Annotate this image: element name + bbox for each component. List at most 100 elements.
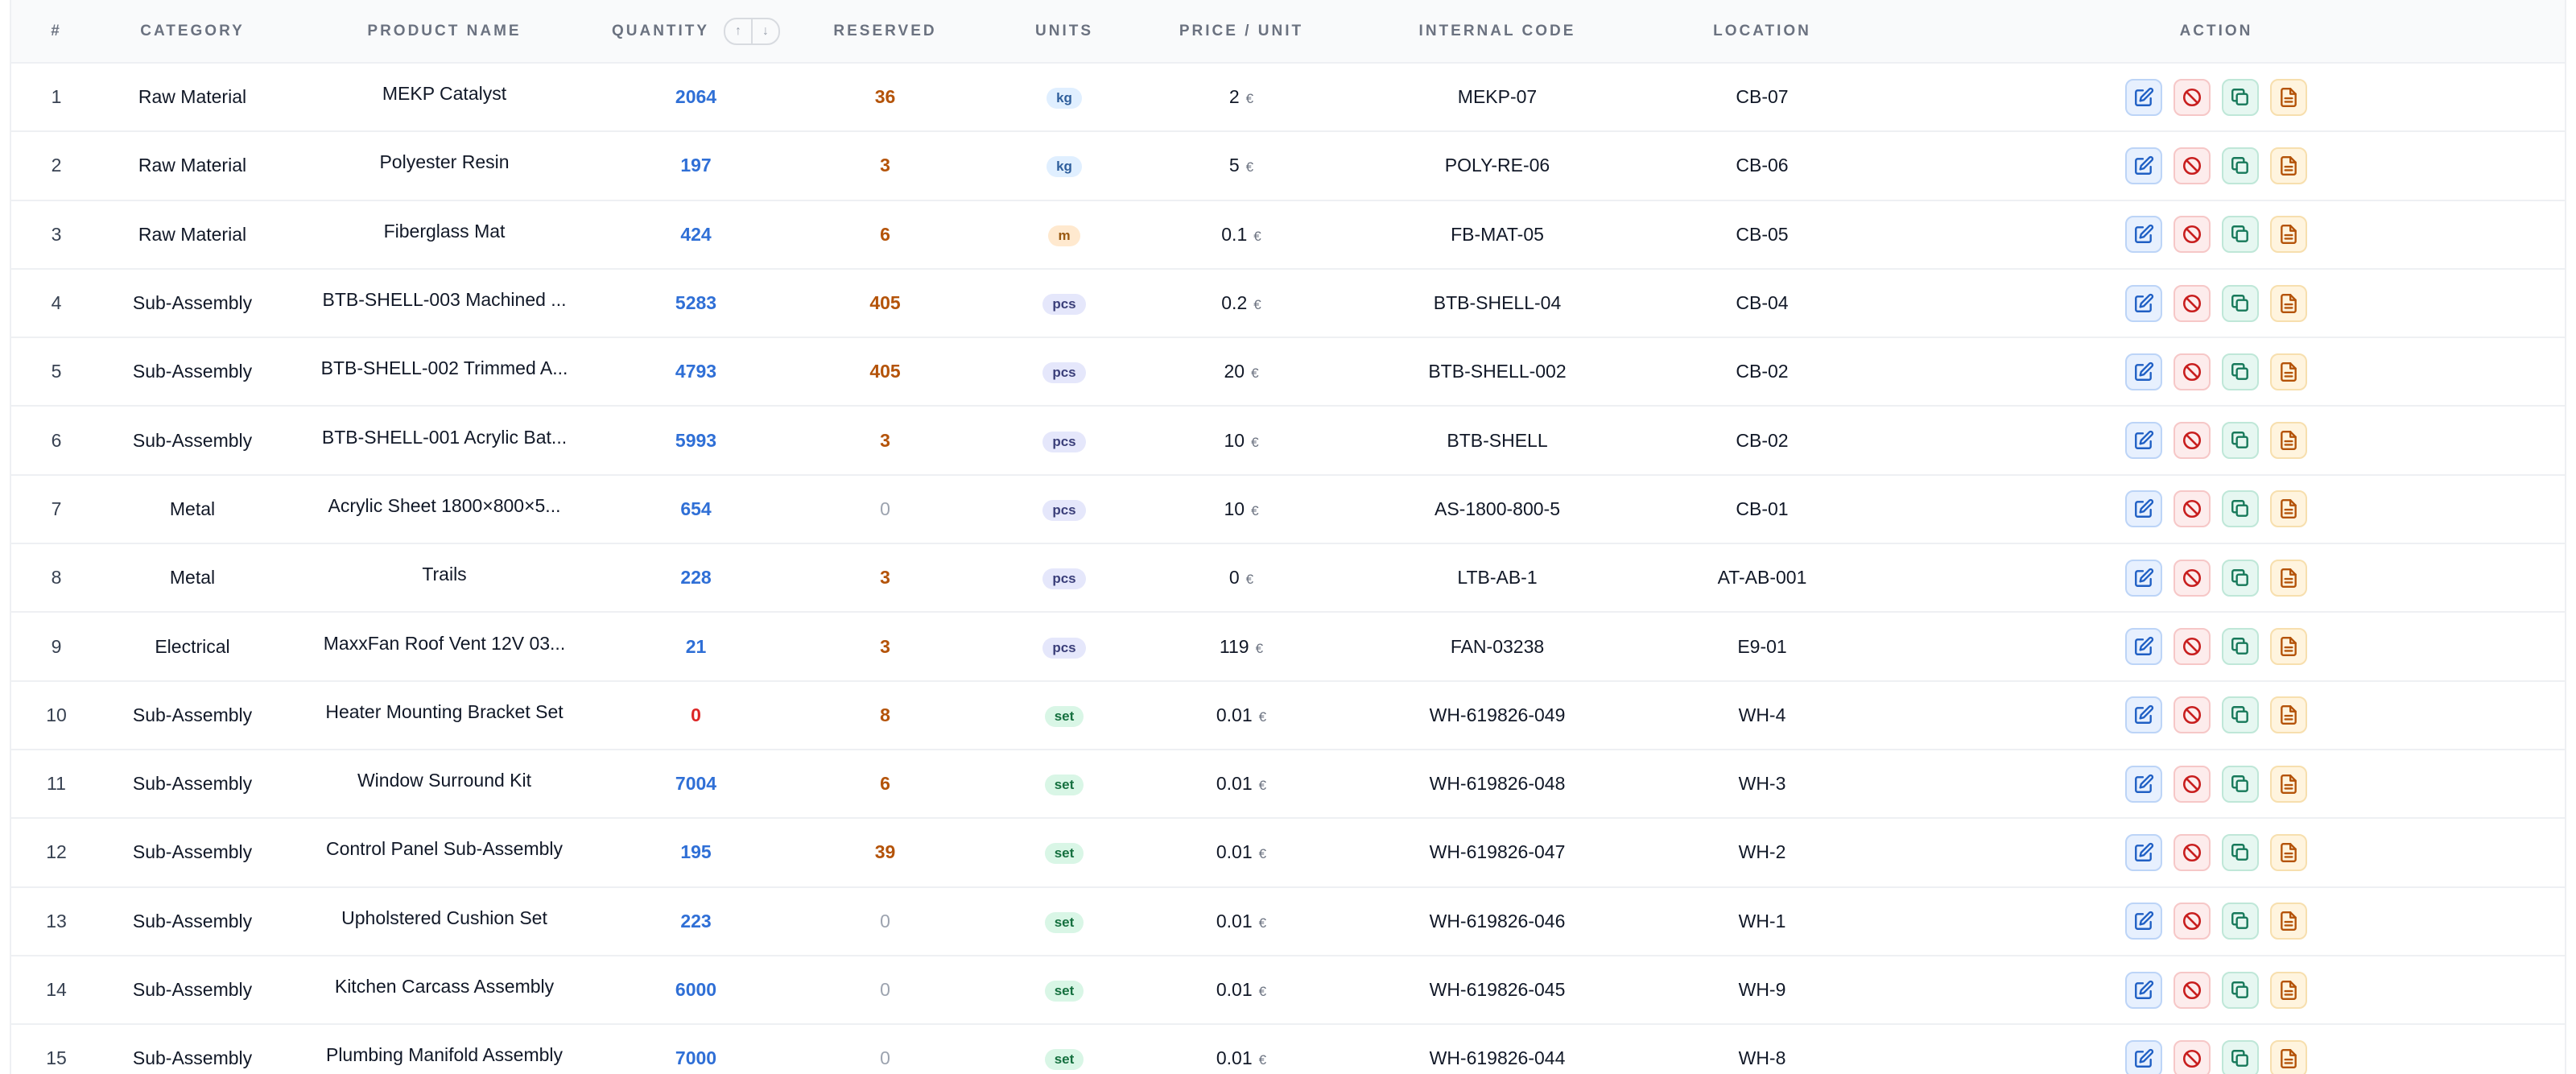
row-product-name[interactable]: Upholstered Cushion Set — [341, 907, 547, 928]
disable-button[interactable] — [2174, 147, 2211, 184]
col-header-quantity[interactable]: Quantity ↑ ↓ — [605, 0, 786, 64]
document-button[interactable] — [2270, 903, 2307, 940]
disable-button[interactable] — [2174, 628, 2211, 666]
row-product-name[interactable]: Control Panel Sub-Assembly — [325, 838, 564, 860]
duplicate-button[interactable] — [2222, 696, 2259, 734]
row-product-name[interactable]: BTB-SHELL-003 Machined ... — [322, 289, 567, 311]
duplicate-button[interactable] — [2222, 216, 2259, 254]
document-button[interactable] — [2270, 765, 2307, 803]
edit-button[interactable] — [2125, 696, 2162, 734]
disable-button[interactable] — [2174, 490, 2211, 528]
table-row[interactable]: 9 Electrical MaxxFan Roof Vent 12V 03...… — [11, 612, 2565, 681]
row-product-name[interactable]: Polyester Resin — [379, 151, 510, 173]
row-product-name[interactable]: BTB-SHELL-002 Trimmed A... — [320, 357, 568, 379]
document-button[interactable] — [2270, 353, 2307, 390]
table-row[interactable]: 12 Sub-Assembly Control Panel Sub-Assemb… — [11, 818, 2565, 887]
document-button[interactable] — [2270, 971, 2307, 1009]
duplicate-button[interactable] — [2222, 559, 2259, 597]
table-row[interactable]: 13 Sub-Assembly Upholstered Cushion Set … — [11, 887, 2565, 956]
edit-button[interactable] — [2125, 422, 2162, 460]
disable-button[interactable] — [2174, 78, 2211, 116]
disable-button[interactable] — [2174, 1039, 2211, 1074]
disable-button[interactable] — [2174, 765, 2211, 803]
col-header-location[interactable]: Location — [1657, 0, 1868, 64]
edit-button[interactable] — [2125, 490, 2162, 528]
edit-button[interactable] — [2125, 216, 2162, 254]
row-product-name[interactable]: Acrylic Sheet 1800×800×5... — [328, 494, 561, 516]
document-button[interactable] — [2270, 78, 2307, 116]
disable-button[interactable] — [2174, 559, 2211, 597]
edit-button[interactable] — [2125, 78, 2162, 116]
arrow-up-icon[interactable]: ↑ — [735, 23, 742, 38]
edit-button[interactable] — [2125, 903, 2162, 940]
duplicate-button[interactable] — [2222, 353, 2259, 390]
disable-button[interactable] — [2174, 422, 2211, 460]
table-row[interactable]: 2 Raw Material Polyester Resin 197 3 kg … — [11, 131, 2565, 200]
document-button[interactable] — [2270, 559, 2307, 597]
duplicate-button[interactable] — [2222, 628, 2259, 666]
duplicate-button[interactable] — [2222, 284, 2259, 322]
edit-button[interactable] — [2125, 833, 2162, 871]
edit-button[interactable] — [2125, 147, 2162, 184]
disable-button[interactable] — [2174, 903, 2211, 940]
row-product-name[interactable]: MaxxFan Roof Vent 12V 03... — [323, 632, 566, 654]
disable-button[interactable] — [2174, 696, 2211, 734]
table-row[interactable]: 15 Sub-Assembly Plumbing Manifold Assemb… — [11, 1024, 2565, 1074]
table-row[interactable]: 6 Sub-Assembly BTB-SHELL-001 Acrylic Bat… — [11, 406, 2565, 475]
edit-button[interactable] — [2125, 559, 2162, 597]
edit-button[interactable] — [2125, 353, 2162, 390]
disable-button[interactable] — [2174, 353, 2211, 390]
duplicate-button[interactable] — [2222, 971, 2259, 1009]
disable-button[interactable] — [2174, 216, 2211, 254]
col-header-product-name[interactable]: Product Name — [283, 0, 605, 64]
row-product-name[interactable]: Trails — [422, 564, 467, 585]
edit-button[interactable] — [2125, 765, 2162, 803]
edit-button[interactable] — [2125, 1039, 2162, 1074]
duplicate-button[interactable] — [2222, 78, 2259, 116]
row-product-name[interactable]: Plumbing Manifold Assembly — [325, 1044, 564, 1066]
arrow-down-icon[interactable]: ↓ — [751, 19, 778, 43]
edit-button[interactable] — [2125, 971, 2162, 1009]
document-button[interactable] — [2270, 422, 2307, 460]
col-header-category[interactable]: Category — [101, 0, 283, 64]
document-button[interactable] — [2270, 216, 2307, 254]
disable-button[interactable] — [2174, 284, 2211, 322]
table-row[interactable]: 3 Raw Material Fiberglass Mat 424 6 m 0.… — [11, 200, 2565, 269]
duplicate-button[interactable] — [2222, 422, 2259, 460]
disable-button[interactable] — [2174, 971, 2211, 1009]
duplicate-button[interactable] — [2222, 765, 2259, 803]
document-button[interactable] — [2270, 284, 2307, 322]
row-product-name[interactable]: Window Surround Kit — [357, 770, 532, 791]
duplicate-button[interactable] — [2222, 833, 2259, 871]
row-product-name[interactable]: BTB-SHELL-001 Acrylic Bat... — [321, 426, 568, 448]
document-button[interactable] — [2270, 147, 2307, 184]
table-row[interactable]: 8 Metal Trails 228 3 pcs 0 € LTB-AB-1 AT-… — [11, 543, 2565, 613]
duplicate-button[interactable] — [2222, 490, 2259, 528]
table-row[interactable]: 4 Sub-Assembly BTB-SHELL-003 Machined ..… — [11, 269, 2565, 338]
row-product-name[interactable]: Heater Mounting Bracket Set — [325, 700, 564, 722]
col-header-internal-code[interactable]: Internal Code — [1338, 0, 1657, 64]
duplicate-button[interactable] — [2222, 903, 2259, 940]
disable-button[interactable] — [2174, 833, 2211, 871]
duplicate-button[interactable] — [2222, 147, 2259, 184]
row-product-name[interactable]: Fiberglass Mat — [383, 220, 506, 242]
document-button[interactable] — [2270, 696, 2307, 734]
table-row[interactable]: 7 Metal Acrylic Sheet 1800×800×5... 654 … — [11, 475, 2565, 544]
col-header-price[interactable]: Price / Unit — [1145, 0, 1338, 64]
table-row[interactable]: 5 Sub-Assembly BTB-SHELL-002 Trimmed A..… — [11, 337, 2565, 407]
document-button[interactable] — [2270, 628, 2307, 666]
table-row[interactable]: 1 Raw Material MEKP Catalyst 2064 36 kg … — [11, 63, 2565, 132]
row-product-name[interactable]: MEKP Catalyst — [382, 83, 507, 105]
col-header-reserved[interactable]: Reserved — [786, 0, 984, 64]
row-product-name[interactable]: Kitchen Carcass Assembly — [334, 976, 555, 997]
document-button[interactable] — [2270, 490, 2307, 528]
table-row[interactable]: 10 Sub-Assembly Heater Mounting Bracket … — [11, 681, 2565, 750]
edit-button[interactable] — [2125, 628, 2162, 666]
table-row[interactable]: 14 Sub-Assembly Kitchen Carcass Assembly… — [11, 956, 2565, 1025]
document-button[interactable] — [2270, 1039, 2307, 1074]
edit-button[interactable] — [2125, 284, 2162, 322]
table-row[interactable]: 11 Sub-Assembly Window Surround Kit 7004… — [11, 750, 2565, 819]
duplicate-button[interactable] — [2222, 1039, 2259, 1074]
col-header-units[interactable]: Units — [984, 0, 1145, 64]
document-button[interactable] — [2270, 833, 2307, 871]
